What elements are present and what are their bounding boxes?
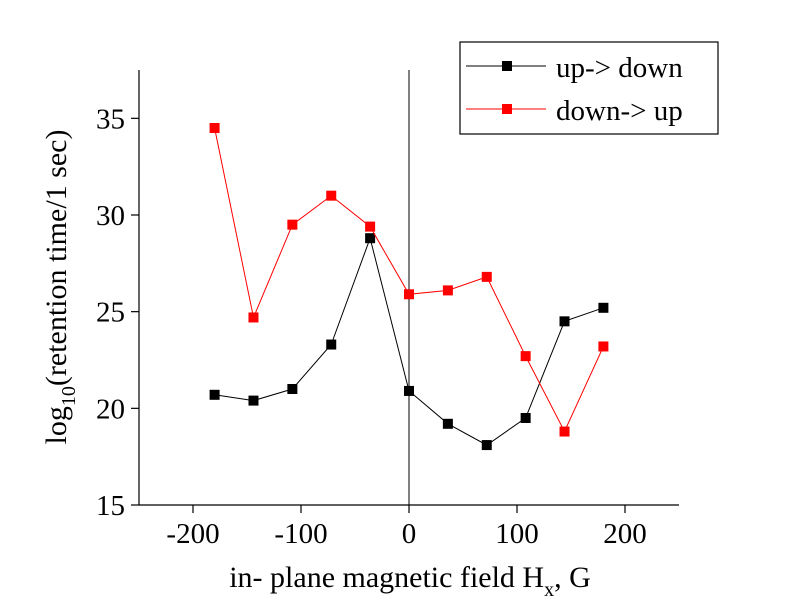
legend-label-series-2: down-> up <box>556 95 683 127</box>
series-2-point <box>248 312 259 323</box>
x-axis-label-tail: , G <box>554 561 591 594</box>
series-1-point <box>442 418 453 429</box>
y-tick-label: 20 <box>96 393 125 425</box>
series-2-point <box>481 271 492 282</box>
series-layer <box>209 123 609 451</box>
y-axis-label-post: (retention time/1 sec) <box>40 130 73 387</box>
x-axis-label-subscript: x <box>544 579 554 601</box>
legend-box <box>459 41 719 135</box>
legend-label-series-1: up-> down <box>556 52 683 84</box>
y-tick-label: 35 <box>96 103 125 135</box>
axes <box>138 70 679 506</box>
legend-marker-series-2 <box>502 104 512 114</box>
series-2-point <box>559 426 570 437</box>
x-tick-label: 0 <box>402 518 417 550</box>
series-2-point <box>326 190 337 201</box>
series-2-point <box>598 341 609 352</box>
y-tick-label: 30 <box>96 200 125 232</box>
series-2-point <box>442 285 453 296</box>
series-2-point <box>520 351 531 362</box>
x-tick-label: -200 <box>166 518 219 550</box>
series-1-point <box>248 395 259 406</box>
legend: up-> down down-> up <box>459 41 719 135</box>
x-axis-label-main: in- plane magnetic field H <box>229 561 544 594</box>
y-axis-label: log10(retention time/1 sec) <box>40 130 80 445</box>
series-2-point <box>365 221 376 232</box>
y-axis-label-subscript: 10 <box>58 386 80 406</box>
series-1-point <box>481 440 492 451</box>
series-1-point <box>209 389 220 400</box>
series-1-point <box>365 233 376 244</box>
series-2-point <box>404 289 414 300</box>
series-1-point <box>326 339 337 350</box>
legend-marker-series-1 <box>502 61 512 71</box>
series-2-point <box>287 219 298 230</box>
series-2-point <box>209 123 220 133</box>
series-1-point <box>559 316 570 327</box>
ticks: -200 -100 0 100 200 15 20 25 30 35 <box>96 103 647 550</box>
x-axis-label: in- plane magnetic field Hx, G <box>229 561 591 601</box>
y-tick-label: 25 <box>96 297 125 329</box>
series-1-point <box>520 413 531 423</box>
series-1-point <box>598 302 609 313</box>
y-axis-label-pre: log <box>40 406 73 444</box>
series-1-point <box>287 384 298 394</box>
x-tick-label: -100 <box>274 518 327 550</box>
x-tick-label: 200 <box>603 518 647 550</box>
y-tick-label: 15 <box>96 490 125 522</box>
series-1-point <box>404 385 414 396</box>
x-tick-label: 100 <box>495 518 539 550</box>
